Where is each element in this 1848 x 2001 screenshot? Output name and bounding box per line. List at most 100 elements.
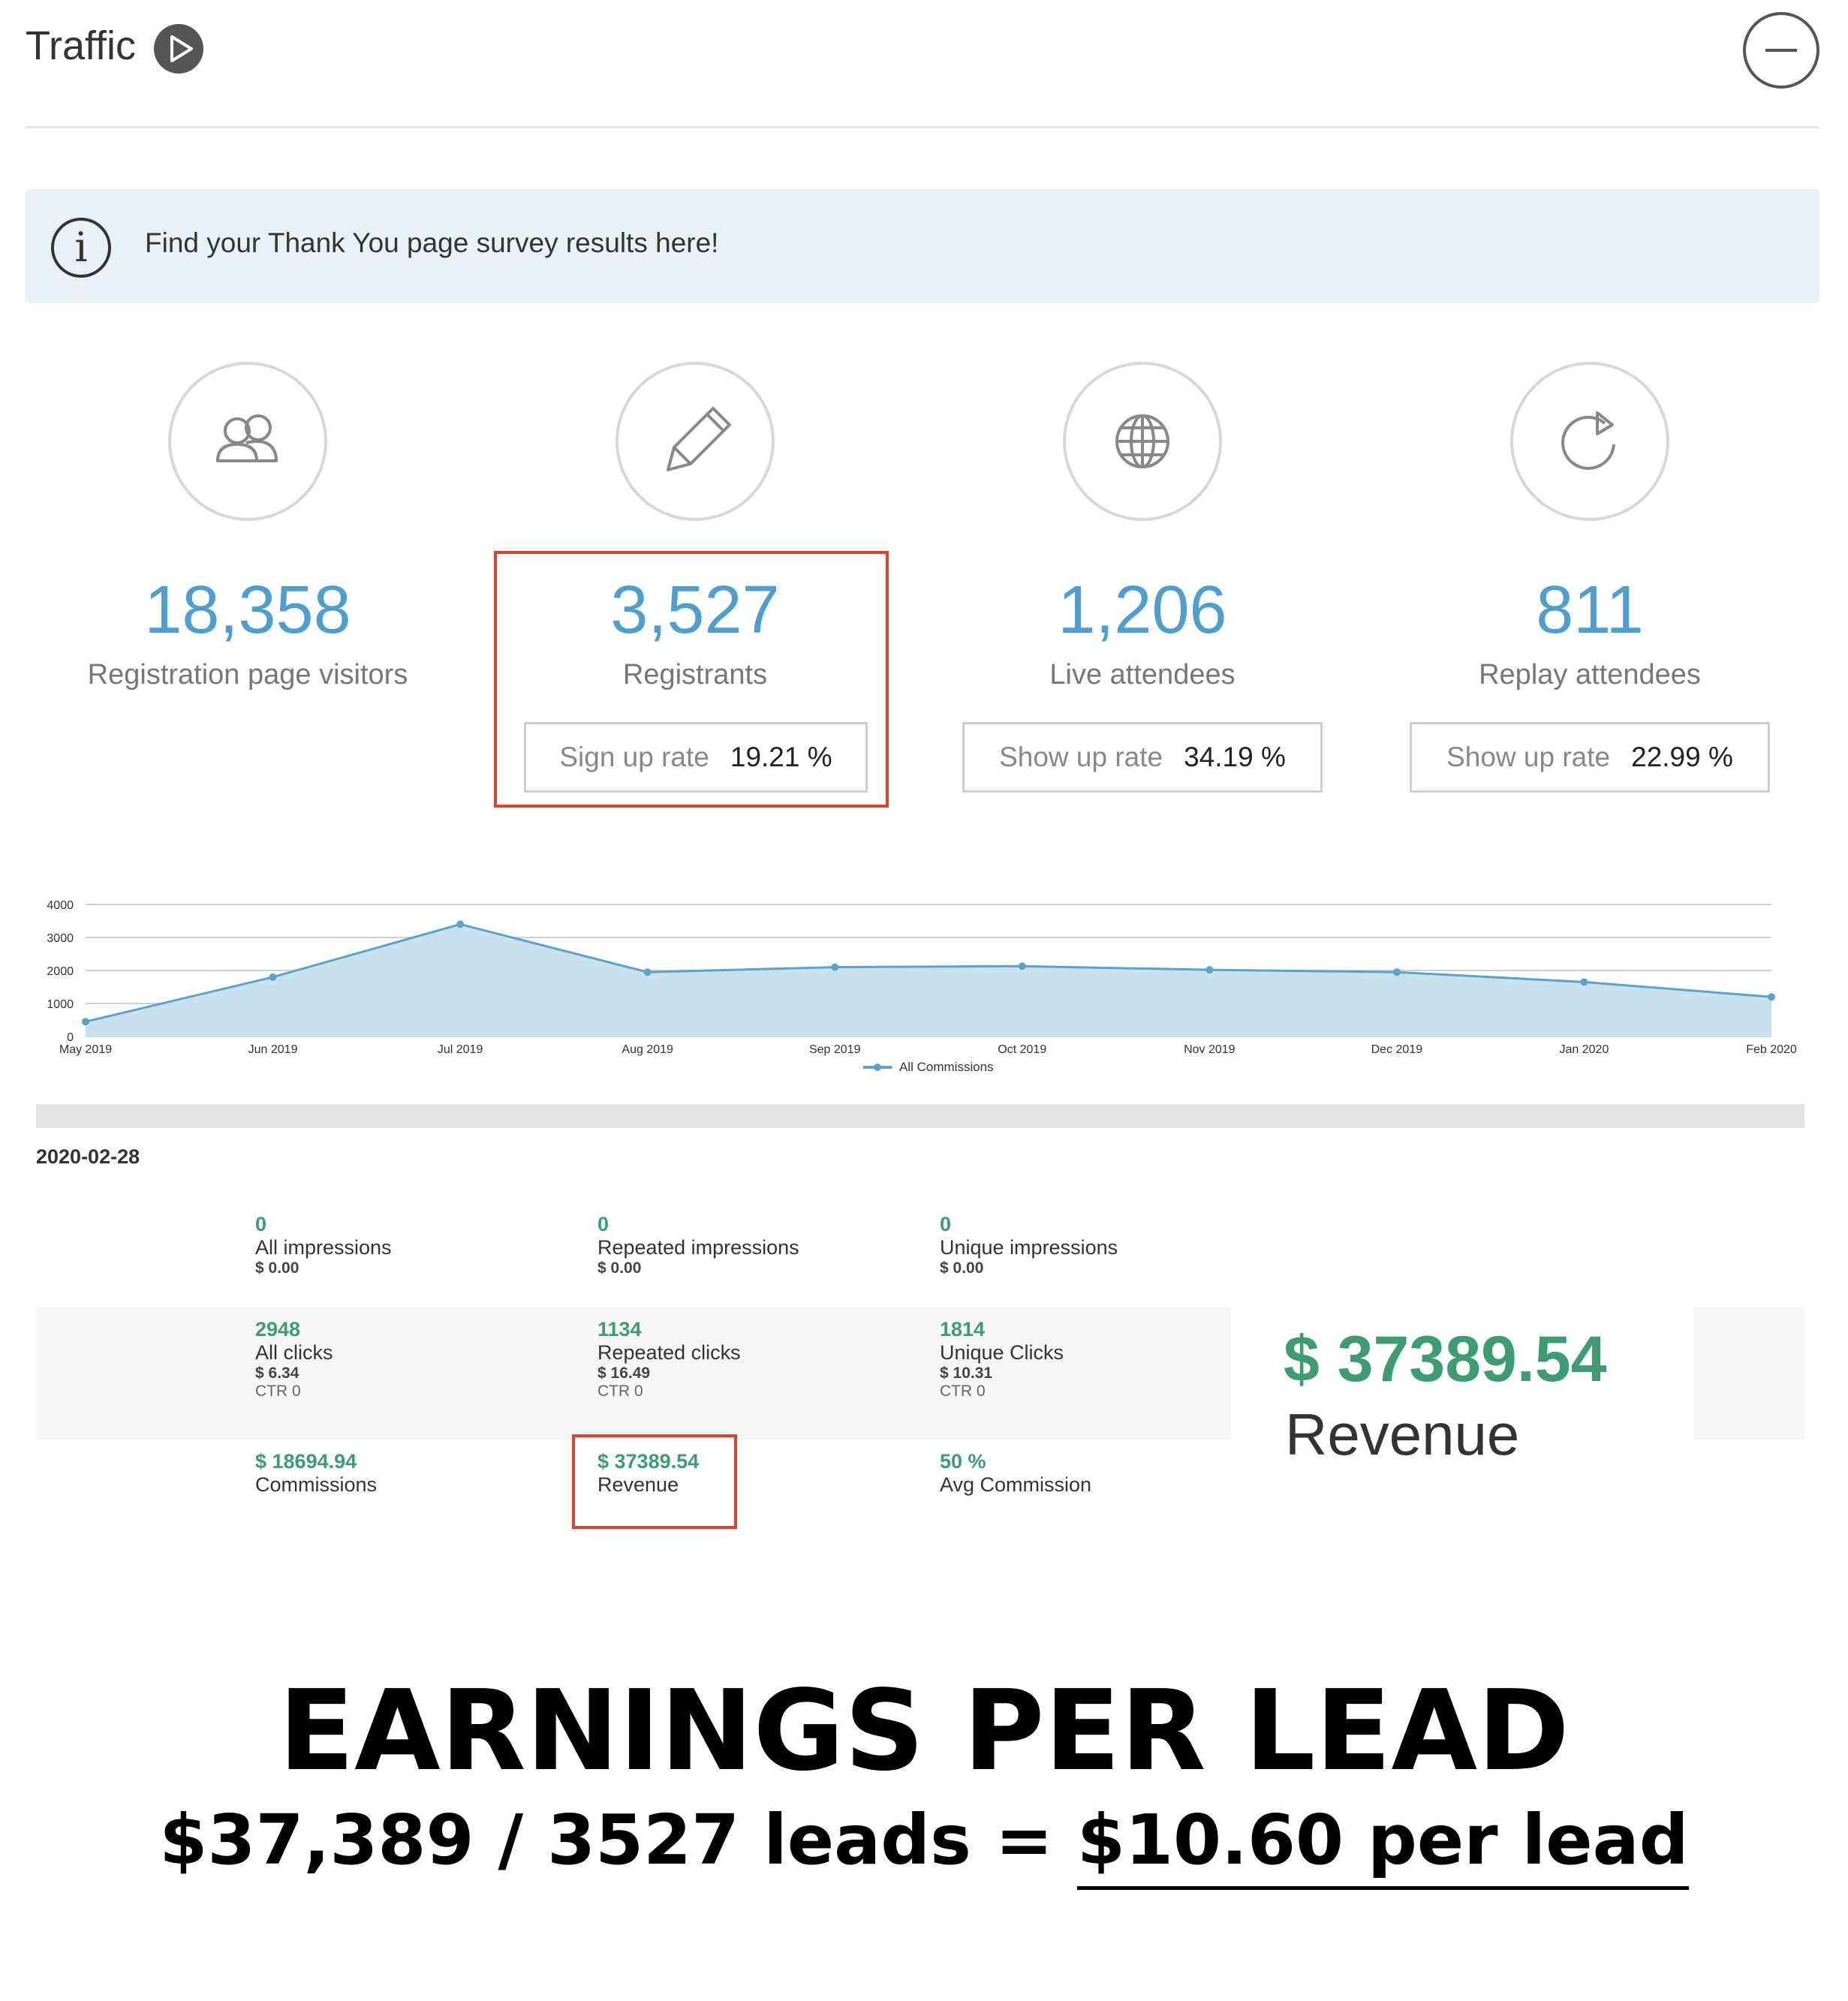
registration-visitors-label: Registration page visitors	[87, 659, 408, 691]
unique-impressions-cell: 0 Unique impressions $ 0.00	[940, 1213, 1118, 1277]
live-attendees-label: Live attendees	[1049, 659, 1236, 691]
registration-visitors-value: 18,358	[144, 573, 351, 648]
unique-clicks-cell: 1814 Unique Clicks $ 10.31 CTR 0	[940, 1318, 1064, 1401]
pencil-icon	[615, 362, 775, 521]
registrants-value: 3,527	[610, 573, 780, 648]
all-impressions-cell: 0 All impressions $ 0.00	[255, 1213, 392, 1277]
repeated-clicks-amount: $ 16.49	[597, 1365, 651, 1382]
data-point	[1205, 966, 1214, 974]
unique-clicks-label: Unique Clicks	[940, 1341, 1064, 1364]
data-point	[1768, 993, 1775, 1001]
replay-show-up-rate-value: 22.99 %	[1631, 742, 1733, 772]
x-tick-label: Jul 2019	[438, 1043, 483, 1056]
revenue-cell: $ 37389.54 Revenue	[597, 1450, 699, 1497]
earnings-per-lead-title: EARNINGS PER LEAD	[278, 1666, 1570, 1795]
live-attendees-value: 1,206	[1058, 573, 1227, 648]
y-tick-label: 3000	[47, 932, 74, 945]
all-clicks-value: 2948	[255, 1318, 301, 1341]
repeated-clicks-label: Repeated clicks	[597, 1341, 741, 1364]
replay-icon	[1510, 362, 1669, 521]
sign-up-rate-box: Sign up rate 19.21 %	[524, 722, 868, 793]
all-impressions-value: 0	[255, 1213, 267, 1235]
replay-attendees-label: Replay attendees	[1479, 659, 1701, 691]
data-point	[1580, 978, 1588, 986]
formula-prefix: $37,389 / 3527 leads =	[159, 1800, 1077, 1880]
y-tick-label: 0	[67, 1031, 74, 1044]
data-point	[1392, 968, 1401, 976]
registrants-highlight-box	[494, 551, 889, 808]
avg-commission-label: Avg Commission	[940, 1473, 1092, 1496]
all-clicks-amount: $ 6.34	[255, 1365, 299, 1382]
y-tick-label: 4000	[47, 899, 74, 912]
replay-attendees-value: 811	[1536, 573, 1644, 648]
avg-commission-value: 50 %	[940, 1450, 986, 1473]
legend-entry: All Commissions	[899, 1060, 994, 1074]
x-tick-label: Sep 2019	[809, 1043, 861, 1056]
repeated-clicks-cell: 1134 Repeated clicks $ 16.49 CTR 0	[597, 1318, 741, 1401]
revenue-zoom-label: Revenue	[1285, 1401, 1520, 1467]
x-tick-label: Dec 2019	[1371, 1043, 1423, 1056]
x-tick-label: Jan 2020	[1560, 1043, 1609, 1056]
revenue-label: Revenue	[597, 1473, 679, 1496]
repeated-impressions-label: Repeated impressions	[597, 1236, 799, 1259]
x-tick-label: Feb 2020	[1746, 1043, 1797, 1056]
header-divider	[26, 126, 1819, 128]
page-title: Traffic	[26, 23, 137, 68]
info-banner[interactable]	[26, 189, 1819, 303]
info-icon: i	[51, 218, 111, 278]
repeated-impressions-amount: $ 0.00	[597, 1259, 642, 1277]
unique-impressions-value: 0	[940, 1213, 952, 1235]
legend-marker	[874, 1064, 881, 1071]
sign-up-rate-label: Sign up rate	[559, 742, 709, 772]
repeated-impressions-cell: 0 Repeated impressions $ 0.00	[597, 1213, 799, 1277]
live-show-up-rate-value: 34.19 %	[1184, 742, 1286, 772]
all-clicks-ctr: CTR 0	[255, 1383, 301, 1400]
all-impressions-amount: $ 0.00	[255, 1259, 299, 1277]
replay-show-up-rate-label: Show up rate	[1446, 742, 1611, 772]
commissions-label: Commissions	[255, 1473, 378, 1496]
report-date: 2020-02-28	[36, 1145, 140, 1168]
unique-clicks-ctr: CTR 0	[940, 1383, 986, 1400]
users-icon	[168, 362, 327, 521]
formula-result: $10.60 per lead	[1076, 1800, 1689, 1890]
data-point	[82, 1018, 89, 1026]
play-icon[interactable]	[154, 24, 203, 74]
x-tick-label: Aug 2019	[622, 1043, 673, 1056]
repeated-impressions-value: 0	[597, 1213, 609, 1235]
x-tick-label: Nov 2019	[1184, 1043, 1236, 1056]
commissions-cell: $ 18694.94 Commissions	[255, 1450, 377, 1497]
earnings-per-lead-formula: $37,389 / 3527 leads = $10.60 per lead	[0, 1800, 1848, 1890]
all-impressions-label: All impressions	[255, 1236, 392, 1259]
commissions-value: $ 18694.94	[255, 1450, 357, 1473]
x-tick-label: Jun 2019	[248, 1043, 298, 1056]
data-point	[269, 973, 277, 981]
series-line	[85, 922, 1772, 1023]
chart-scrollbar[interactable]	[36, 1104, 1804, 1128]
live-show-up-rate-box: Show up rate 34.19 %	[962, 722, 1323, 793]
minus-circle-icon[interactable]	[1743, 12, 1819, 89]
series-area	[86, 924, 1771, 1037]
avg-commission-cell: 50 % Avg Commission	[940, 1450, 1091, 1497]
data-point	[643, 968, 652, 976]
revenue-highlight-box	[572, 1434, 737, 1529]
commissions-chart: 0 1000 2000 3000 4000 May 2019 Jun 2019 Jul 201…	[47, 899, 1797, 1074]
sign-up-rate-value: 19.21 %	[730, 742, 832, 772]
x-tick-label: May 2019	[59, 1043, 112, 1056]
unique-clicks-amount: $ 10.31	[940, 1365, 993, 1382]
replay-show-up-rate-box: Show up rate 22.99 %	[1410, 722, 1770, 793]
info-banner-text[interactable]: Find your Thank You page survey results …	[145, 227, 719, 258]
data-point	[456, 920, 465, 928]
globe-icon	[1063, 362, 1222, 521]
repeated-clicks-value: 1134	[597, 1318, 642, 1341]
unique-clicks-value: 1814	[940, 1318, 986, 1341]
live-show-up-rate-label: Show up rate	[999, 742, 1163, 772]
all-clicks-label: All clicks	[255, 1341, 333, 1364]
table-row-band	[36, 1307, 1231, 1440]
all-clicks-cell: 2948 All clicks $ 6.34 CTR 0	[255, 1318, 333, 1401]
x-tick-label: Oct 2019	[998, 1043, 1046, 1056]
repeated-clicks-ctr: CTR 0	[597, 1383, 643, 1400]
y-tick-label: 1000	[47, 998, 74, 1011]
revenue-value: $ 37389.54	[597, 1450, 700, 1473]
revenue-zoom-value: $ 37389.54	[1284, 1323, 1607, 1395]
revenue-zoom-card	[1231, 1278, 1693, 1451]
